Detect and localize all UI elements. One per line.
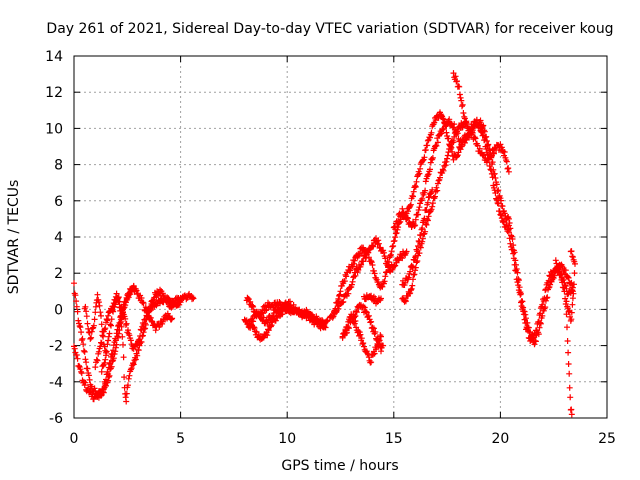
x-tick-label: 0	[70, 431, 79, 447]
plus-markers	[245, 302, 295, 331]
plus-markers	[450, 70, 470, 125]
plus-markers	[92, 296, 176, 371]
y-tick-label: -6	[49, 411, 63, 427]
x-tick-labels: 0 5 10 15 20 25	[70, 431, 616, 447]
data-track	[399, 119, 512, 305]
data-track	[245, 302, 295, 331]
data-track	[81, 291, 109, 356]
y-tick-label: 6	[54, 194, 63, 210]
data-track	[390, 116, 512, 233]
plus-markers	[390, 116, 512, 233]
data-track	[339, 311, 384, 366]
plus-markers	[81, 291, 109, 356]
tick-marks	[73, 55, 608, 419]
grid	[74, 56, 607, 418]
y-tick-label: 0	[54, 302, 63, 318]
x-tick-label: 20	[491, 431, 509, 447]
y-tick-label: 10	[45, 121, 63, 137]
plus-markers	[361, 292, 384, 307]
plus-markers	[563, 248, 578, 324]
data-track	[563, 248, 578, 324]
data-track	[361, 292, 384, 307]
x-tick-label: 15	[385, 431, 403, 447]
data-track	[92, 296, 176, 371]
data-track	[331, 235, 410, 316]
y-tick-label: 8	[54, 158, 63, 174]
plus-markers	[399, 186, 436, 288]
y-tick-label: 12	[45, 85, 63, 101]
data-track	[450, 70, 470, 125]
y-tick-label: 14	[45, 49, 63, 65]
chart-title: Day 261 of 2021, Sidereal Day-to-day VTE…	[46, 21, 613, 37]
x-tick-label: 5	[176, 431, 185, 447]
plus-markers	[331, 235, 410, 316]
data-track	[552, 257, 575, 418]
y-tick-labels: -6 -4 -2 0 2 4 6 8 10 12 14	[45, 49, 63, 427]
y-axis-label: SDTVAR / TECUs	[6, 180, 22, 295]
plus-markers	[399, 119, 512, 305]
x-axis-label: GPS time / hours	[281, 458, 398, 474]
plus-markers	[339, 311, 384, 366]
y-tick-label: -2	[49, 339, 63, 355]
plus-markers	[552, 257, 575, 418]
data-track	[399, 186, 436, 288]
x-tick-label: 10	[278, 431, 296, 447]
y-tick-label: 4	[54, 230, 63, 246]
data-marks	[71, 70, 578, 418]
y-tick-label: -4	[49, 375, 63, 391]
x-tick-label: 25	[598, 431, 616, 447]
y-tick-label: 2	[54, 266, 63, 282]
